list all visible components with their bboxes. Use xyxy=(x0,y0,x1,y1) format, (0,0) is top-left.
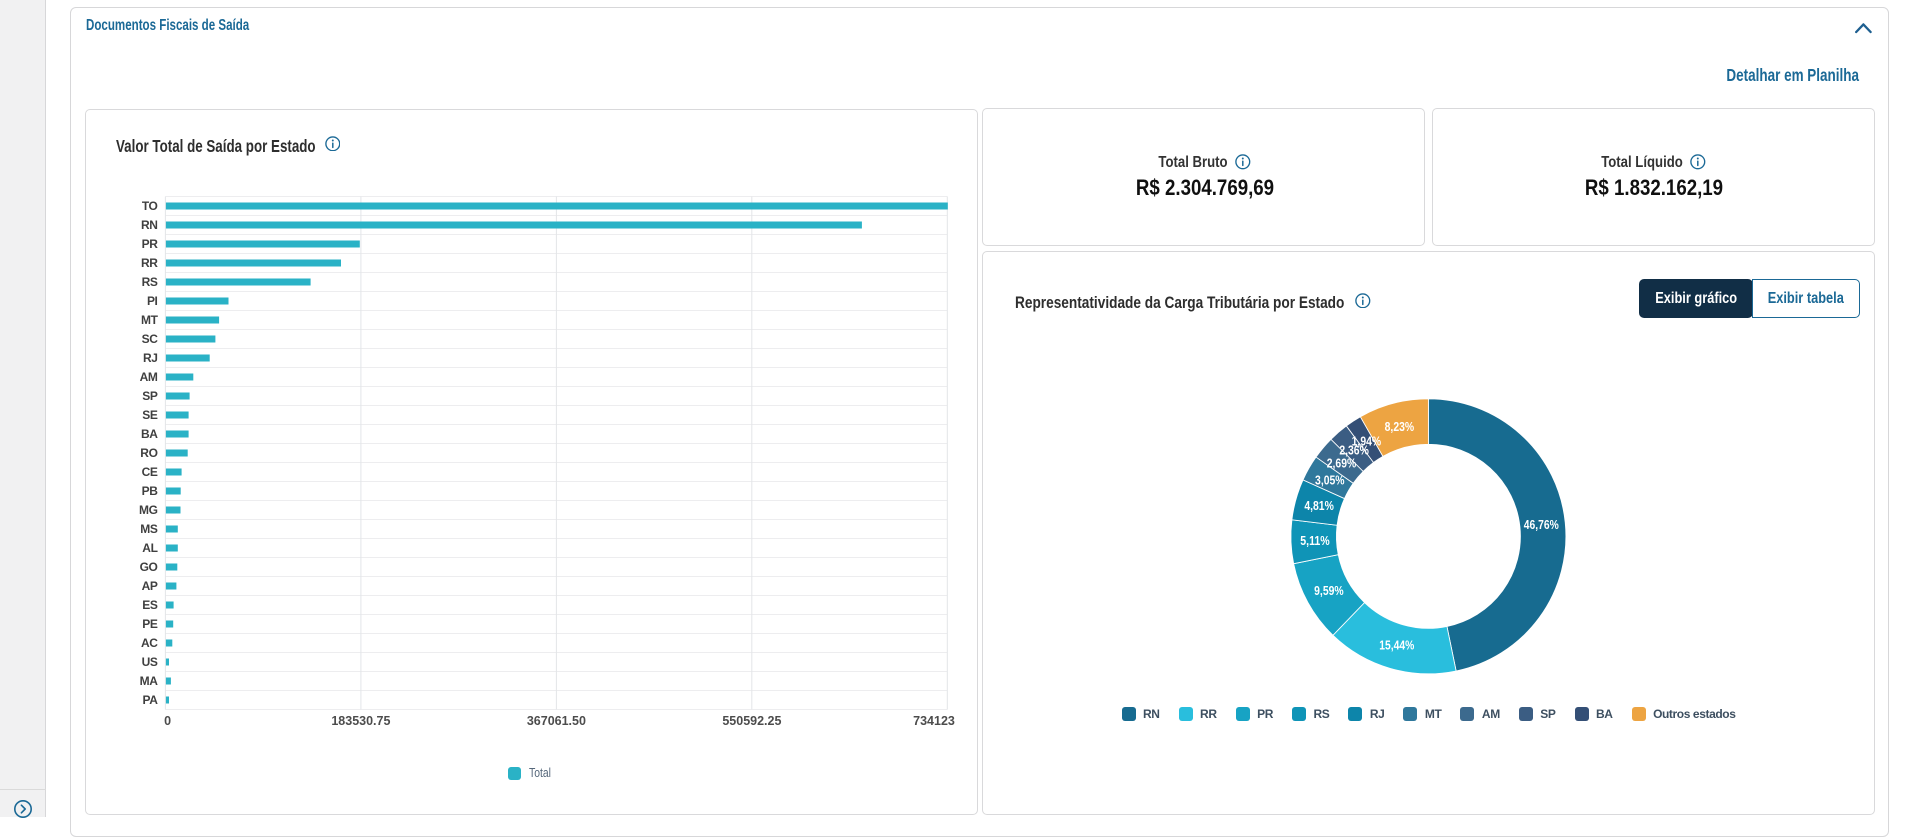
svg-text:AP: AP xyxy=(142,579,158,593)
svg-text:46,76%: 46,76% xyxy=(1524,518,1559,532)
svg-text:4,81%: 4,81% xyxy=(1304,499,1334,513)
svg-text:AL: AL xyxy=(142,541,157,555)
svg-text:367061.50: 367061.50 xyxy=(527,714,586,728)
svg-text:PB: PB xyxy=(142,484,159,498)
svg-text:MG: MG xyxy=(139,503,158,517)
svg-text:RJ: RJ xyxy=(143,351,158,365)
svg-text:3,05%: 3,05% xyxy=(1315,473,1345,487)
svg-text:2,36%: 2,36% xyxy=(1339,444,1369,458)
svg-text:GO: GO xyxy=(140,560,158,574)
svg-text:US: US xyxy=(142,655,158,669)
svg-text:0: 0 xyxy=(164,714,171,728)
svg-text:AM: AM xyxy=(140,370,158,384)
svg-text:BA: BA xyxy=(141,427,158,441)
svg-text:RS: RS xyxy=(142,275,158,289)
svg-text:AC: AC xyxy=(141,636,158,650)
svg-text:MT: MT xyxy=(141,313,159,327)
svg-text:RN: RN xyxy=(141,218,158,232)
svg-text:ES: ES xyxy=(142,598,158,612)
svg-text:550592.25: 550592.25 xyxy=(722,714,781,728)
svg-text:15,44%: 15,44% xyxy=(1379,639,1414,653)
svg-text:9,59%: 9,59% xyxy=(1314,584,1344,598)
svg-text:MS: MS xyxy=(140,522,158,536)
svg-text:RR: RR xyxy=(141,256,158,270)
svg-text:PA: PA xyxy=(143,693,159,707)
svg-text:SC: SC xyxy=(142,332,159,346)
svg-text:PR: PR xyxy=(142,237,159,251)
svg-text:TO: TO xyxy=(142,199,158,213)
svg-text:SP: SP xyxy=(142,389,158,403)
svg-text:RO: RO xyxy=(140,446,157,460)
svg-text:8,23%: 8,23% xyxy=(1385,420,1415,434)
svg-text:PI: PI xyxy=(147,294,158,308)
svg-text:CE: CE xyxy=(142,465,158,479)
svg-text:1,94%: 1,94% xyxy=(1352,434,1382,448)
svg-text:734123: 734123 xyxy=(913,714,955,728)
svg-text:SE: SE xyxy=(142,408,158,422)
svg-text:MA: MA xyxy=(140,674,159,688)
svg-text:5,11%: 5,11% xyxy=(1300,534,1330,548)
svg-text:183530.75: 183530.75 xyxy=(331,714,390,728)
svg-text:2,69%: 2,69% xyxy=(1327,457,1357,471)
svg-text:PE: PE xyxy=(142,617,158,631)
